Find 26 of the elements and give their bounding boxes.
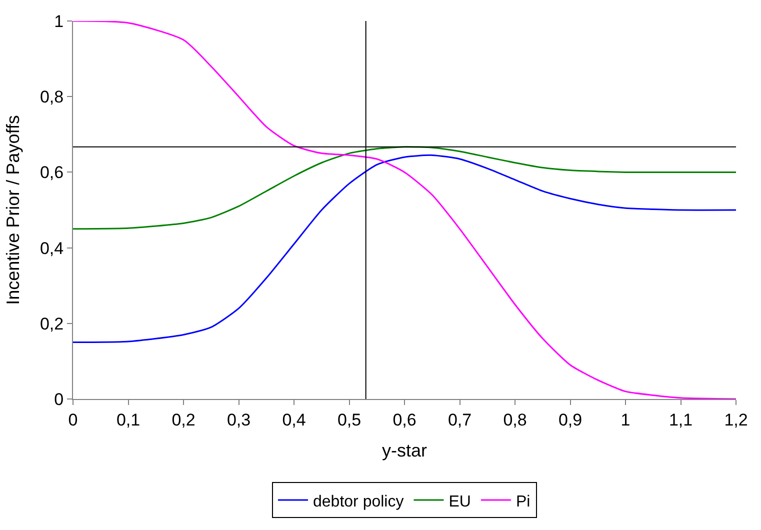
x-tick-label: 0,7 <box>448 410 472 430</box>
y-tick-label: 1 <box>54 12 64 31</box>
x-tick-label: 0,3 <box>226 410 251 430</box>
line-series <box>73 146 736 230</box>
y-axis-title: Incentive Prior / Payoffs <box>3 115 24 305</box>
y-tick-label: 0,4 <box>40 238 64 258</box>
x-tick-label: 0,2 <box>172 410 196 430</box>
legend-label: Pi <box>516 493 530 510</box>
legend-label: debtor policy <box>313 493 404 510</box>
y-tick-label: 0,8 <box>40 88 64 107</box>
x-tick-label: 1 <box>620 410 630 430</box>
x-tick-label: 1,1 <box>668 410 693 430</box>
x-axis-title: y-star <box>382 440 428 460</box>
x-tick-label: 0,5 <box>337 410 362 430</box>
x-tick-label: 0,1 <box>116 410 140 430</box>
x-tick-label: 0 <box>68 410 78 430</box>
x-tick-label: 0,9 <box>558 410 582 430</box>
line-series <box>73 154 736 344</box>
x-tick-label: 1,2 <box>724 410 748 430</box>
legend-label: EU <box>448 493 471 510</box>
x-tick-label: 0,4 <box>282 410 306 430</box>
x-tick-label: 0,6 <box>392 410 416 430</box>
y-tick-label: 0,6 <box>40 163 64 182</box>
x-tick-label: 0,8 <box>503 410 527 430</box>
y-tick-label: 0,2 <box>40 314 64 334</box>
y-tick-label: 0 <box>54 390 64 409</box>
